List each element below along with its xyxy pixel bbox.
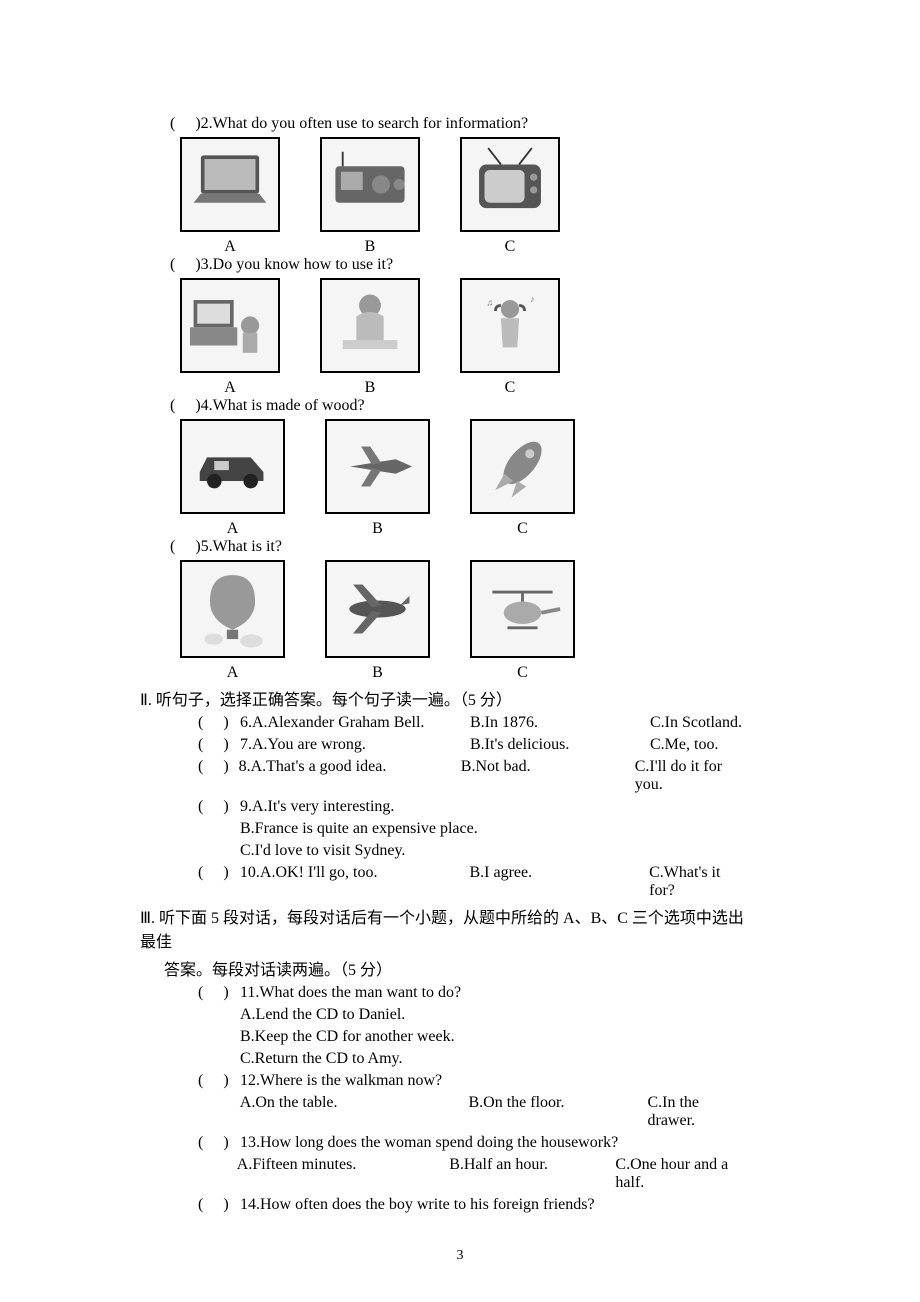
image-label: C (517, 664, 528, 682)
q10-line: ( ) 10.A.OK! I'll go, too. B.I agree. C.… (198, 864, 750, 900)
girl-music-icon (460, 278, 560, 373)
q13-question: ( ) 13.How long does the woman spend doi… (198, 1134, 750, 1152)
q7-line: ( )7.A.You are wrong.B.It's delicious.C.… (198, 736, 750, 754)
jet-icon (325, 419, 430, 514)
image-option-5-B: B (325, 560, 430, 682)
image-option-4-B: B (325, 419, 430, 538)
q12-options: A.On the table. B.On the floor. C.In the… (198, 1094, 750, 1130)
girl-write-icon (320, 278, 420, 373)
section-2-heading: Ⅱ. 听句子，选择正确答案。每个句子读一遍。（5 分） (140, 686, 750, 710)
helicopter-icon (470, 560, 575, 658)
image-label: B (372, 664, 383, 682)
q9-line-a: ( ) 9.A.It's very interesting. (198, 798, 750, 816)
image-row-4: A B C (180, 419, 750, 538)
section-3-heading-l1: Ⅲ. 听下面 5 段对话，每段对话后有一个小题，从题中所给的 A、B、C 三个选… (140, 904, 750, 952)
image-option-2-B: B (320, 137, 420, 256)
image-row-3: A B C (180, 278, 750, 397)
image-label: B (365, 238, 376, 256)
image-label: C (517, 520, 528, 538)
image-option-4-C: C (470, 419, 575, 538)
rocket-icon (470, 419, 575, 514)
image-question-3: ( )3.Do you know how to use it? (170, 256, 750, 274)
image-question-5: ( )5.What is it? (170, 538, 750, 556)
image-label: A (224, 238, 236, 256)
image-row-2: A B C (180, 137, 750, 256)
q11-question: ( ) 11.What does the man want to do? (198, 984, 750, 1002)
image-option-2-C: C (460, 137, 560, 256)
image-label: B (372, 520, 383, 538)
q9-line-c: C.I'd love to visit Sydney. (240, 842, 750, 860)
image-question-2: ( )2.What do you often use to search for… (170, 115, 750, 133)
laptop-icon (180, 137, 280, 232)
q11-c: C.Return the CD to Amy. (240, 1050, 750, 1068)
q12-question: ( ) 12.Where is the walkman now? (198, 1072, 750, 1090)
airplane-icon (325, 560, 430, 658)
q8-line: ( )8.A.That's a good idea.B.Not bad.C.I'… (198, 758, 750, 794)
image-option-3-A: A (180, 278, 280, 397)
balloon-icon (180, 560, 285, 658)
tv-icon (460, 137, 560, 232)
image-label: A (227, 520, 239, 538)
q11-b: B.Keep the CD for another week. (240, 1028, 750, 1046)
image-label: C (505, 238, 516, 256)
image-label: B (365, 379, 376, 397)
q11-a: A.Lend the CD to Daniel. (240, 1006, 750, 1024)
q14-question: ( ) 14.How often does the boy write to h… (198, 1196, 750, 1214)
image-option-3-C: C (460, 278, 560, 397)
watch-tv-icon (180, 278, 280, 373)
radio-icon (320, 137, 420, 232)
q9-line-b: B.France is quite an expensive place. (240, 820, 750, 838)
image-option-3-B: B (320, 278, 420, 397)
image-option-5-A: A (180, 560, 285, 682)
image-label: C (505, 379, 516, 397)
image-option-4-A: A (180, 419, 285, 538)
image-label: A (227, 664, 239, 682)
page-number: 3 (0, 1248, 920, 1264)
image-question-4: ( )4.What is made of wood? (170, 397, 750, 415)
image-option-5-C: C (470, 560, 575, 682)
image-option-2-A: A (180, 137, 280, 256)
q13-options: A.Fifteen minutes. B.Half an hour. C.One… (198, 1156, 750, 1192)
image-label: A (224, 379, 236, 397)
image-row-5: A B C (180, 560, 750, 682)
q6-line: ( )6.A.Alexander Graham Bell.B.In 1876.C… (198, 714, 750, 732)
car-icon (180, 419, 285, 514)
section-3-heading-l2: 答案。每段对话读两遍。（5 分） (164, 956, 750, 980)
